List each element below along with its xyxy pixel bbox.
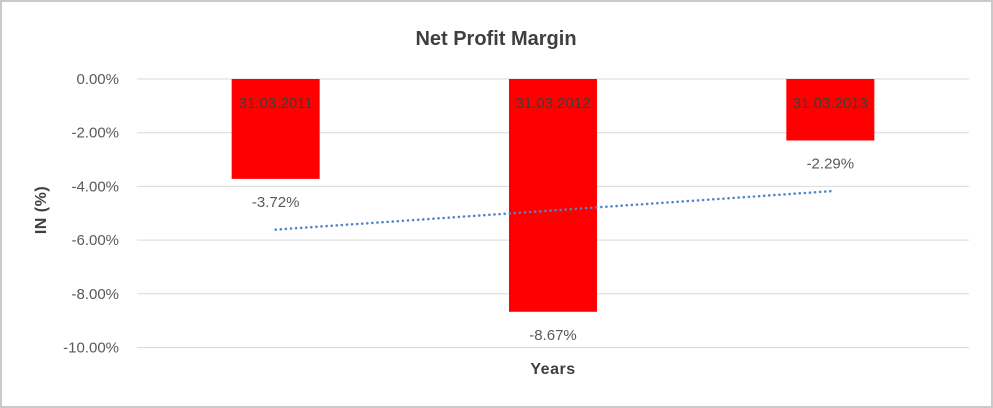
y-axis-tick-label: 0.00% [76,71,119,88]
y-axis-title: IN (%) [33,186,50,234]
bar-category-label: 31.03.2011 [239,95,313,112]
bar-31.03.2013[interactable] [786,79,875,141]
bar-31.03.2011[interactable] [231,79,320,179]
trendline[interactable] [274,189,832,231]
y-axis-tick-label: -10.00% [63,340,119,357]
y-axis-tick-label: -2.00% [71,125,119,142]
y-axis-tick-label: -6.00% [71,232,119,249]
bar-value-label: -2.29% [807,155,855,172]
bar-series [231,79,875,312]
bar-value-label: -8.67% [529,327,577,344]
bar-31.03.2012[interactable] [509,79,597,312]
y-axis-tick-label: -8.00% [71,286,119,303]
trendline-group [274,189,832,231]
y-axis-tick-label: -4.00% [71,178,119,195]
bar-category-label: 31.03.2013 [793,95,868,112]
data-labels: 31.03.2011 -3.72% 31.03.2012 -8.67% 31.03.20… [239,95,868,344]
bar-value-label: -3.72% [252,194,300,211]
bar-category-label: 31.03.2012 [515,95,590,112]
chart-title: Net Profit Margin [415,28,576,50]
y-axis-tick-labels: 0.00% -2.00% -4.00% -6.00% -8.00% -10.00% [63,71,119,357]
x-axis-title: Years [530,361,575,378]
